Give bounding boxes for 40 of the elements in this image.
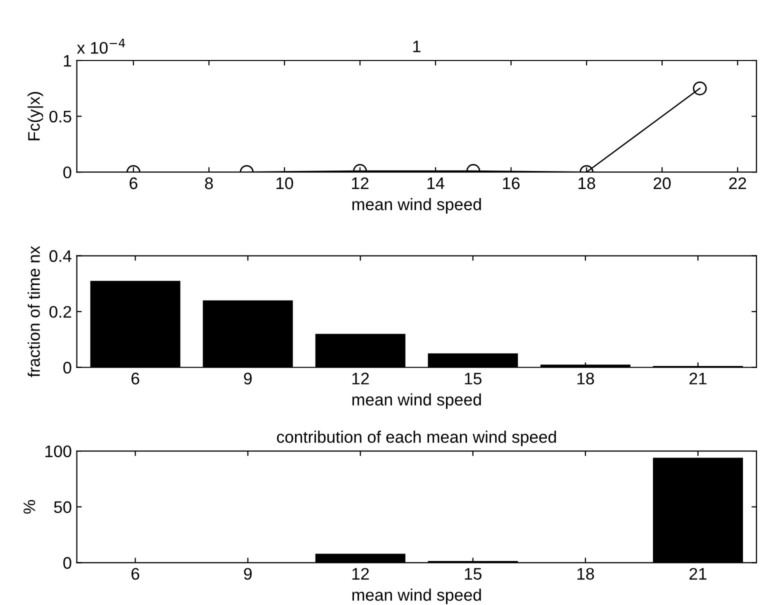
x-tick-label: 6 <box>132 372 140 384</box>
x-tick-label: 22 <box>729 177 746 190</box>
x-tick-label: 21 <box>690 568 706 580</box>
x-axis-title: mean wind speed <box>352 588 481 604</box>
x-tick-label: 21 <box>690 372 706 384</box>
y-tick-label: 50 <box>54 501 72 514</box>
y-tick-label: 0.5 <box>49 110 72 122</box>
chart-title: contribution of each mean wind speed <box>276 430 556 446</box>
x-tick-label: 14 <box>428 178 444 190</box>
y-axis-title: % <box>24 500 36 514</box>
x-tick-label: 9 <box>244 568 252 580</box>
y-tick-label: 1 <box>64 55 72 67</box>
y-tick-label: 0.2 <box>49 306 72 318</box>
y-axis-title: fraction of time nx <box>28 246 40 378</box>
x-tick-label: 6 <box>132 568 140 580</box>
y-tick-label: 0 <box>63 362 72 374</box>
x-tick-label: 6 <box>130 177 138 190</box>
x-tick-label: 18 <box>577 568 594 580</box>
x-tick-label: 8 <box>205 177 213 190</box>
x-axis-title: mean wind speed <box>352 393 481 409</box>
x-tick-label: 20 <box>654 177 671 190</box>
x-tick-label: 16 <box>503 177 520 190</box>
x-axis-title: mean wind speed <box>352 198 481 214</box>
x-tick-label: 15 <box>464 568 482 580</box>
point <box>692 81 707 96</box>
y-tick-label: 0 <box>63 166 72 178</box>
x-tick-label: 10 <box>276 177 294 190</box>
x-tick-label: 18 <box>578 177 596 190</box>
y-tick-label: 100 <box>45 445 72 458</box>
x-tick-label: 12 <box>352 372 369 384</box>
text: x 10$^{−4}$ <box>76 38 126 54</box>
chart-title: 1 <box>413 40 420 52</box>
y-tick-label: 0.4 <box>49 250 72 262</box>
y-tick-label: 0 <box>63 557 72 569</box>
x-tick-label: 9 <box>244 372 252 384</box>
x-tick-label: 18 <box>577 372 594 384</box>
x-tick-label: 12 <box>352 177 368 190</box>
y-axis-title: Fc(y|x) <box>28 92 44 140</box>
x-tick-label: 12 <box>352 568 369 580</box>
x-tick-label: 15 <box>464 372 482 384</box>
